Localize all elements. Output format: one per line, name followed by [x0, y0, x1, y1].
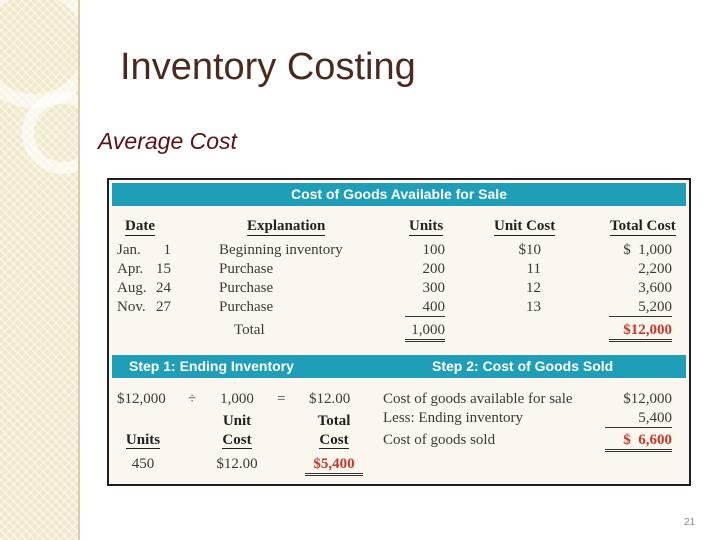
step2-line-value: 5,400 — [605, 409, 672, 428]
decorative-divider — [78, 0, 80, 540]
header-units: Units — [409, 218, 444, 236]
cogas-header-bar: Cost of Goods Available for Sale — [112, 183, 686, 206]
row-date-day: 24 — [156, 280, 171, 296]
row-explanation: Purchase — [219, 261, 274, 277]
header-total-cost: Total Cost — [610, 218, 676, 236]
step1-result-value: $12.00 — [309, 391, 351, 407]
step2-line-value: $12,000 — [623, 391, 672, 407]
units-label: Units — [113, 431, 173, 449]
total-cost-label-line2: Cost — [305, 431, 363, 449]
unit-cost-label-line2: Cost — [209, 431, 265, 449]
step2-line-label: Cost of goods available for sale — [383, 391, 573, 407]
total-cost: $12,000 — [609, 321, 672, 342]
slide-number: 21 — [684, 517, 696, 528]
row-date-month: Jan. — [117, 242, 141, 258]
steps-header-bar: Step 1: Ending Inventory Step 2: Cost of… — [112, 355, 686, 378]
row-date-month: Nov. — [117, 299, 146, 315]
step1-cogas-value: $12,000 — [117, 391, 166, 407]
row-explanation: Beginning inventory — [219, 242, 343, 258]
step1-units-result: 450 — [131, 456, 155, 472]
header-date: Date — [125, 218, 155, 236]
row-units: 400 — [405, 298, 445, 317]
row-date-month: Apr. — [117, 261, 144, 277]
slide-subtitle: Average Cost — [98, 128, 237, 154]
unit-cost-label-line1: Unit — [222, 413, 252, 429]
row-total-cost: 3,600 — [638, 280, 672, 296]
row-units: 100 — [422, 242, 446, 258]
row-total-cost: 2,200 — [638, 261, 672, 277]
unit-cost-label-text: Cost — [222, 432, 252, 449]
row-unit-cost: 12 — [526, 280, 541, 296]
step1-units-value: 1,000 — [220, 391, 254, 407]
cost-of-goods-sold-value: $ 6,600 — [605, 431, 672, 452]
decorative-strip — [0, 0, 104, 540]
total-units: 1,000 — [405, 321, 445, 342]
slide-title: Inventory Costing — [120, 46, 416, 88]
header-unit-cost: Unit Cost — [494, 218, 556, 236]
ending-inventory-total: $5,400 — [305, 455, 363, 476]
row-explanation: Purchase — [219, 280, 274, 296]
step1-unit-cost-result: $12.00 — [216, 456, 258, 472]
step2-title: Step 2: Cost of Goods Sold — [432, 358, 614, 374]
row-unit-cost: 11 — [526, 261, 541, 277]
step2-line-label: Cost of goods sold — [383, 432, 496, 448]
total-label: Total — [234, 322, 265, 338]
units-label-text: Units — [125, 432, 161, 449]
row-date-day: 1 — [163, 242, 172, 258]
header-explanation: Explanation — [247, 218, 326, 236]
step1-title: Step 1: Ending Inventory — [129, 358, 294, 374]
row-total-cost: $ 1,000 — [623, 242, 672, 258]
row-date-month: Aug. — [117, 280, 147, 296]
step2-line-label: Less: Ending inventory — [383, 410, 523, 426]
decorative-circle-large — [0, 0, 98, 108]
average-cost-figure: Cost of Goods Available for Sale Date Ex… — [107, 178, 691, 486]
total-cost-label-line1: Total — [317, 413, 351, 429]
row-units: 200 — [422, 261, 446, 277]
row-unit-cost: $10 — [518, 242, 542, 258]
equals-symbol: = — [277, 391, 286, 407]
divide-symbol: ÷ — [188, 391, 197, 407]
decorative-circle-small — [22, 92, 104, 174]
row-explanation: Purchase — [219, 299, 274, 315]
row-units: 300 — [422, 280, 446, 296]
row-date-day: 27 — [156, 299, 171, 315]
row-unit-cost: 13 — [526, 299, 541, 315]
row-date-day: 15 — [156, 261, 171, 277]
row-total-cost: 5,200 — [609, 298, 672, 317]
total-cost-label-text: Cost — [319, 432, 349, 449]
